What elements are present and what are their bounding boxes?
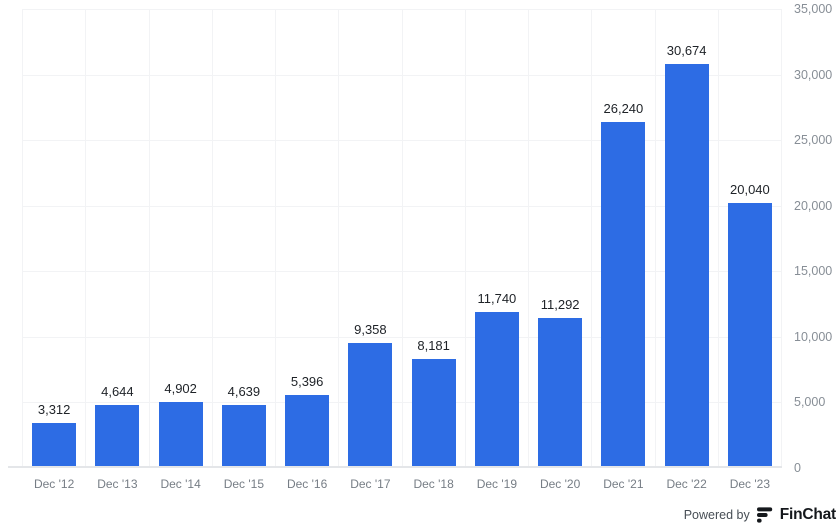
category-slot: 30,674 Dec '22 — [654, 9, 718, 491]
x-axis-label: Dec '23 — [729, 477, 771, 491]
bar-value-label: 11,740 — [477, 291, 517, 307]
category-slot: 26,240 Dec '21 — [591, 9, 654, 491]
category-slot: 20,040 Dec '23 — [717, 9, 781, 491]
category-slot: 4,902 Dec '14 — [148, 9, 212, 491]
bar-value-label: 30,674 — [666, 42, 707, 58]
bar-dec15[interactable] — [221, 405, 266, 466]
category-slot: 3,312 Dec '12 — [22, 9, 85, 491]
x-axis-label: Dec '18 — [413, 477, 454, 491]
category-slot: 4,639 Dec '15 — [211, 9, 275, 491]
bar-value-label: 8,181 — [417, 337, 450, 353]
bar-slots: 3,312 Dec '12 4,644 Dec '13 4,902 Dec '14 4,63… — [22, 9, 782, 491]
y-axis-label: 25,000 — [794, 133, 833, 148]
category-slot: 11,292 Dec '20 — [528, 9, 591, 491]
bar-dec21[interactable] — [601, 121, 646, 466]
bar-dec12[interactable] — [32, 422, 77, 466]
bar-value-label: 4,902 — [164, 380, 197, 396]
bar-dec16[interactable] — [285, 395, 330, 466]
x-axis-label: Dec '19 — [476, 477, 518, 491]
attribution: Powered by FinChat — [683, 506, 837, 524]
x-axis-label: Dec '16 — [286, 477, 328, 491]
bar-dec20[interactable] — [538, 317, 583, 466]
bar-value-label: 5,396 — [290, 374, 324, 390]
finchat-brand-text[interactable]: FinChat — [779, 506, 836, 523]
y-axis-label: 35,000 — [794, 2, 833, 16]
bar-value-label: 20,040 — [729, 182, 770, 198]
x-axis-label: Dec '12 — [33, 477, 75, 491]
category-slot: 5,396 Dec '16 — [275, 9, 338, 491]
x-axis-label: Dec '13 — [97, 477, 138, 491]
bar-dec13[interactable] — [95, 405, 140, 466]
powered-by-text: Powered by — [683, 508, 750, 522]
bar-value-label: 9,358 — [354, 322, 387, 338]
x-axis-label: Dec '20 — [539, 477, 581, 491]
category-slot: 4,644 Dec '13 — [85, 9, 148, 491]
x-axis-label: Dec '22 — [666, 477, 707, 491]
x-axis-label: Dec '21 — [603, 477, 644, 491]
y-axis-label: 30,000 — [794, 67, 833, 82]
bar-dec17[interactable] — [348, 343, 393, 466]
finchat-logo-icon[interactable] — [756, 507, 773, 523]
y-axis-label: 0 — [794, 461, 801, 475]
category-slot: 8,181 Dec '18 — [401, 9, 465, 491]
x-axis-label: Dec '15 — [223, 477, 265, 491]
x-axis-label: Dec '14 — [160, 477, 201, 491]
bar-value-label: 11,292 — [540, 296, 580, 312]
bar-dec22[interactable] — [664, 63, 709, 466]
y-axis-label: 20,000 — [794, 198, 833, 213]
x-axis-label: Dec '17 — [350, 477, 391, 491]
bar-value-label: 26,240 — [603, 100, 644, 116]
bar-dec14[interactable] — [158, 401, 203, 466]
y-axis-label: 10,000 — [794, 329, 833, 344]
category-slot: 9,358 Dec '17 — [338, 9, 401, 491]
y-axis-label: 5,000 — [794, 395, 826, 410]
y-axis-label: 15,000 — [794, 264, 833, 279]
bar-dec18[interactable] — [411, 358, 456, 466]
bar-dec19[interactable] — [474, 312, 519, 466]
bar-value-label: 4,639 — [227, 384, 261, 400]
bar-dec23[interactable] — [727, 203, 772, 466]
bar-value-label: 3,312 — [37, 401, 71, 417]
bar-value-label: 4,644 — [101, 384, 134, 400]
plot-area: 3,312 Dec '12 4,644 Dec '13 4,902 Dec '14 4,63… — [8, 9, 782, 491]
category-slot: 11,740 Dec '19 — [464, 9, 528, 491]
